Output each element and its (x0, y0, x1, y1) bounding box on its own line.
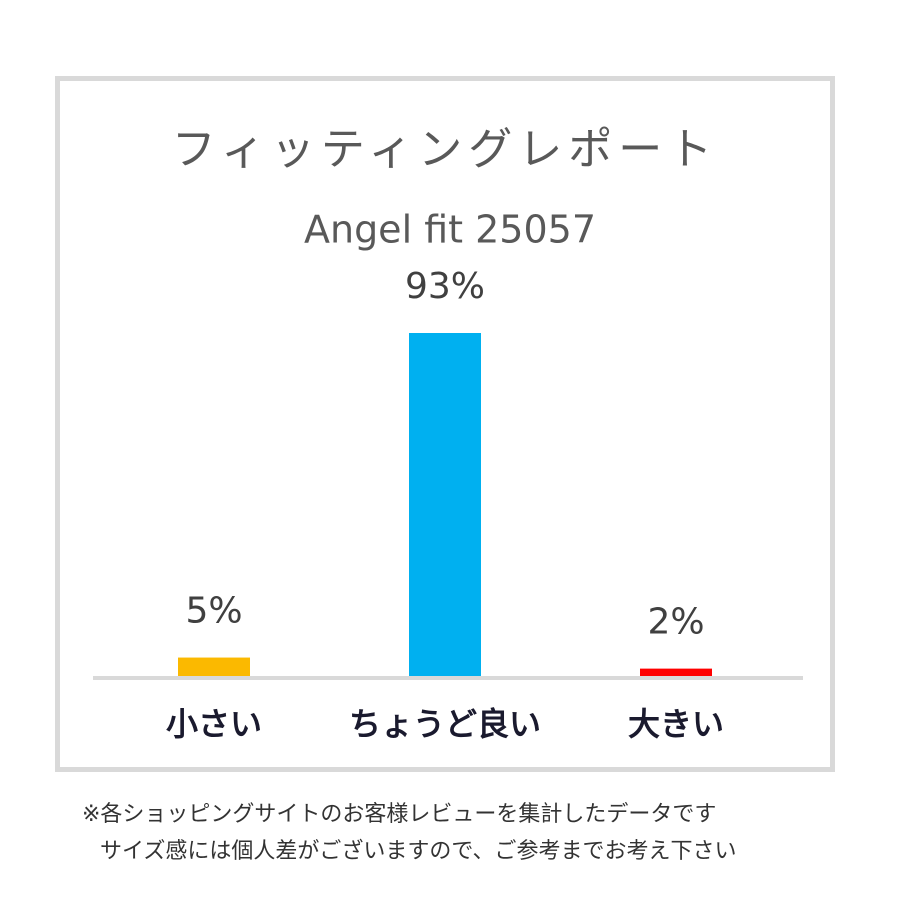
data-label: 5% (185, 591, 242, 632)
footnote: サイズ感には個人差がございますので、ご参考までお考え下さい (100, 838, 736, 864)
x-tick-label: 小さい (166, 705, 262, 743)
chart-subtitle: Angel fit 25057 (304, 208, 596, 252)
bar (409, 333, 481, 676)
data-label: 2% (647, 602, 704, 643)
chart-title: フィッティングレポート (172, 124, 718, 175)
footnote: ※各ショッピングサイトのお客様レビューを集計したデータです (82, 802, 716, 827)
bar (640, 668, 712, 676)
bar (178, 657, 250, 676)
x-tick-label: 大きい (628, 705, 724, 743)
x-tick-label: ちょうど良い (349, 705, 541, 743)
data-label: 93% (405, 266, 485, 307)
